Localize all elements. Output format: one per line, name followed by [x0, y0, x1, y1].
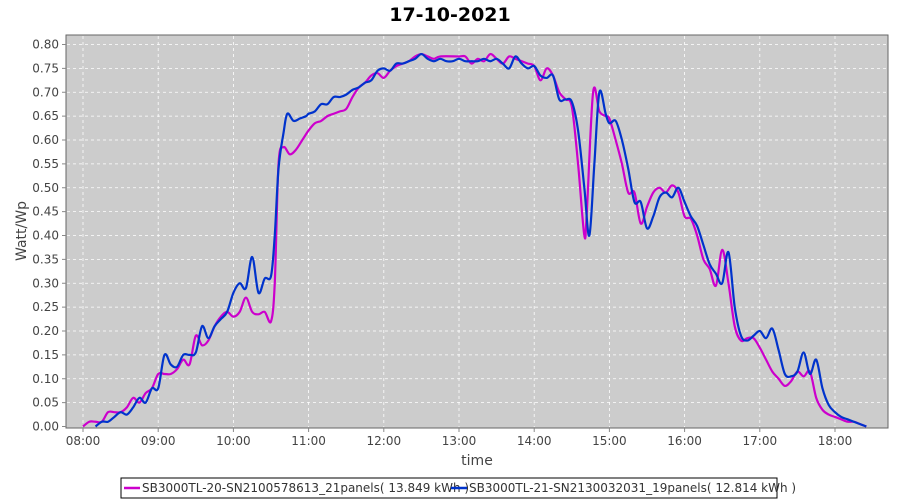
series-line-2 [94, 52, 867, 428]
x-axis-label: time [461, 453, 493, 469]
x-tick-label: 11:00 [291, 434, 326, 448]
x-tick-label: 16:00 [667, 434, 702, 448]
x-tick-label: 18:00 [818, 434, 853, 448]
y-axis: 0.00 0.05 0.10 0.15 0.20 0.25 0.30 0.35 0.40 0.45… [32, 38, 66, 434]
y-tick-label: 0.55 [32, 157, 59, 171]
x-axis: 08:00 09:00 10:00 11:00 12:00 13:00 14:00 15:00… [66, 428, 853, 448]
x-tick-label: 15:00 [592, 434, 627, 448]
y-tick-label: 0.25 [32, 300, 59, 314]
x-tick-label: 10:00 [216, 434, 251, 448]
y-tick-label: 0.30 [32, 276, 59, 290]
x-tick-label: 09:00 [141, 434, 176, 448]
plot-area [65, 34, 889, 429]
y-tick-label: 0.35 [32, 252, 59, 266]
y-tick-label: 0.40 [32, 229, 59, 243]
chart-title: 17-10-2021 [389, 4, 511, 26]
y-tick-label: 0.10 [32, 372, 59, 386]
y-tick-label: 0.15 [32, 348, 59, 362]
x-tick-label: 17:00 [743, 434, 778, 448]
y-tick-label: 0.50 [32, 181, 59, 195]
x-tick-label: 08:00 [66, 434, 101, 448]
y-tick-label: 0.20 [32, 324, 59, 338]
grid [67, 36, 887, 427]
y-tick-label: 0.75 [32, 61, 59, 75]
y-tick-label: 0.45 [32, 205, 59, 219]
y-axis-label: Watt/Wp [14, 201, 30, 261]
y-tick-label: 0.65 [32, 109, 59, 123]
series-lines [82, 52, 867, 428]
y-tick-label: 0.70 [32, 85, 59, 99]
legend: SB3000TL-20-SN2100578613_21panels( 13.84… [120, 477, 796, 499]
x-tick-label: 13:00 [442, 434, 477, 448]
y-tick-label: 0.00 [32, 420, 59, 434]
legend-label-series-1: SB3000TL-20-SN2100578613_21panels( 13.84… [142, 481, 469, 495]
y-tick-label: 0.60 [32, 133, 59, 147]
x-tick-label: 12:00 [367, 434, 402, 448]
legend-label-series-2: SB3000TL-21-SN2130032031_19panels( 12.81… [469, 481, 796, 495]
y-tick-label: 0.05 [32, 396, 59, 410]
x-tick-label: 14:00 [517, 434, 552, 448]
legend-box [120, 477, 778, 499]
y-tick-label: 0.80 [32, 38, 59, 52]
